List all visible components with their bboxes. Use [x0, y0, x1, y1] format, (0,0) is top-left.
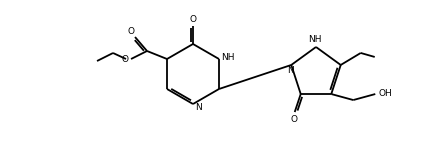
Text: NH: NH — [221, 53, 235, 61]
Text: O: O — [121, 56, 129, 64]
Text: O: O — [190, 15, 197, 24]
Text: OH: OH — [379, 89, 392, 98]
Text: NH: NH — [308, 34, 322, 44]
Text: N: N — [287, 66, 294, 76]
Text: O: O — [127, 27, 135, 37]
Text: N: N — [195, 103, 201, 112]
Text: O: O — [290, 115, 297, 124]
